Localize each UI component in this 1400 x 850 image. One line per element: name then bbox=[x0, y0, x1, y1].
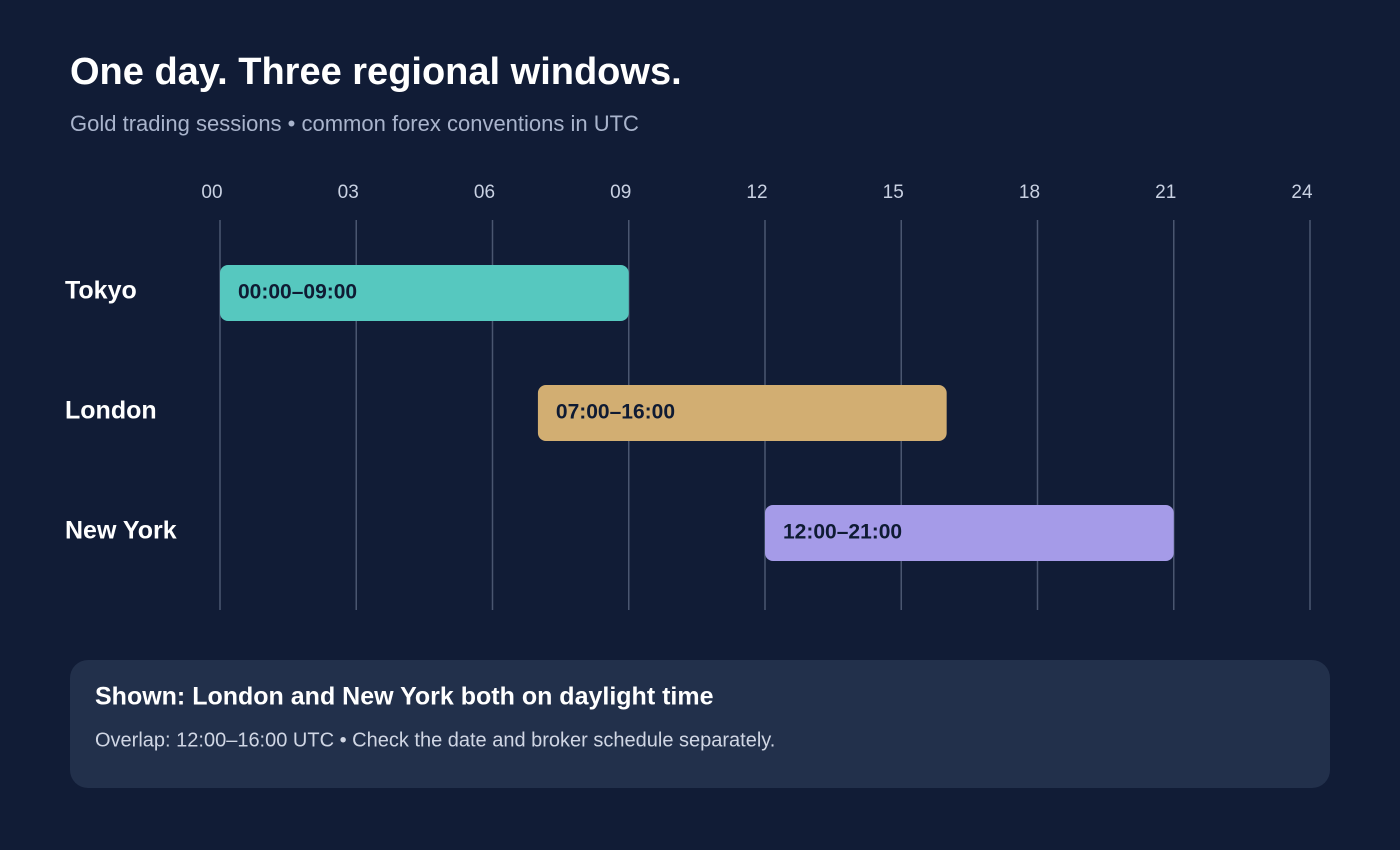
x-tick-label: 18 bbox=[1019, 182, 1040, 203]
session-bar bbox=[220, 265, 629, 321]
y-category-label: London bbox=[65, 397, 157, 425]
bar-label: 07:00–16:00 bbox=[556, 401, 675, 424]
x-tick-label: 06 bbox=[474, 182, 495, 203]
note-text: Overlap: 12:00–16:00 UTC • Check the dat… bbox=[95, 729, 775, 751]
session-bar bbox=[765, 505, 1174, 561]
y-category-label: Tokyo bbox=[65, 277, 137, 305]
x-tick-label: 24 bbox=[1291, 182, 1313, 203]
x-tick-label: 21 bbox=[1155, 182, 1176, 203]
x-tick-label: 15 bbox=[883, 182, 904, 203]
x-tick-label: 00 bbox=[201, 182, 222, 203]
x-tick-label: 12 bbox=[746, 182, 767, 203]
note-title: Shown: London and New York both on dayli… bbox=[95, 683, 714, 711]
x-tick-label: 03 bbox=[338, 182, 359, 203]
session-bar bbox=[537, 385, 947, 441]
bar-label: 00:00–09:00 bbox=[238, 281, 357, 304]
x-tick-label: 09 bbox=[610, 182, 631, 203]
chart-title: One day. Three regional windows. bbox=[70, 51, 682, 93]
y-category-label: New York bbox=[65, 517, 177, 545]
bar-label: 12:00–21:00 bbox=[783, 521, 902, 544]
chart-subtitle: Gold trading sessions • common forex con… bbox=[70, 111, 639, 136]
note-box bbox=[70, 660, 1330, 788]
